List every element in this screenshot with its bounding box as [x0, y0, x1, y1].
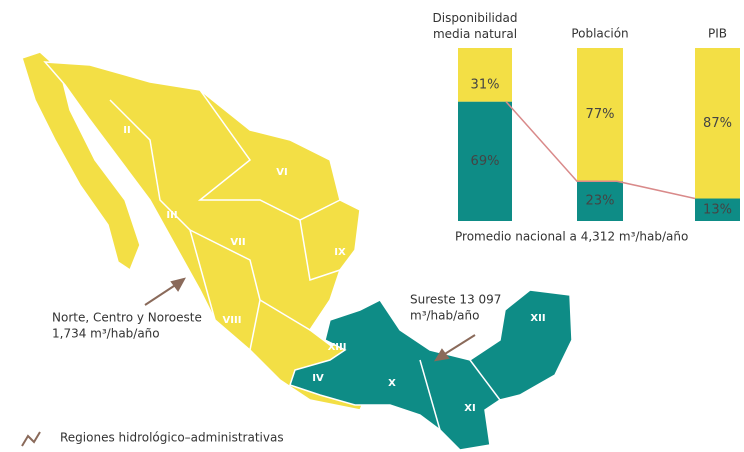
value-label: 23% — [586, 194, 615, 209]
region-label: XII — [530, 313, 545, 324]
region-label: III — [166, 210, 177, 221]
bar-segment — [695, 198, 740, 221]
bar-segment — [458, 48, 512, 102]
annotation: 1,734 m³/hab/año — [52, 327, 160, 341]
region-label: X — [388, 378, 396, 389]
value-label: 87% — [703, 116, 732, 131]
region-label: I — [38, 153, 42, 164]
region-label: XI — [464, 403, 475, 414]
legend-label: Regiones hidrológico–administrativas — [60, 431, 284, 445]
region-label: VI — [276, 167, 287, 178]
annotation: Norte, Centro y Noroeste — [52, 311, 202, 325]
bar-segment — [577, 48, 623, 182]
mainland-north — [43, 61, 381, 411]
region-label: XIII — [328, 342, 347, 353]
region-borders — [109, 89, 501, 431]
connector-line — [505, 101, 696, 200]
legend-icon — [21, 431, 41, 447]
category-label: Población — [571, 27, 628, 41]
region-label: V — [374, 408, 382, 419]
category-label: PIB — [708, 27, 727, 41]
bar-segment — [577, 181, 623, 221]
annotation: m³/hab/año — [410, 309, 479, 323]
region-label: II — [123, 125, 130, 136]
value-label: 69% — [471, 154, 500, 169]
region-label: IX — [334, 247, 346, 258]
annotation: Sureste 13 097 — [410, 293, 501, 307]
region-label: VIII — [223, 315, 242, 326]
region-label: IV — [312, 373, 324, 384]
value-label: 31% — [471, 77, 500, 92]
category-line: media natural — [433, 27, 517, 41]
bar-segment — [695, 48, 740, 199]
chart-caption: Promedio nacional a 4,312 m³/hab/año — [455, 230, 688, 244]
category-label: Disponibilidad media natural — [433, 11, 518, 41]
value-label: 13% — [703, 202, 732, 217]
arrows — [144, 277, 476, 362]
bar-segment — [458, 101, 512, 221]
southeast — [289, 289, 573, 451]
region-label: VII — [230, 237, 245, 248]
value-label: 77% — [586, 107, 615, 122]
category-line: Disponibilidad — [433, 11, 518, 25]
